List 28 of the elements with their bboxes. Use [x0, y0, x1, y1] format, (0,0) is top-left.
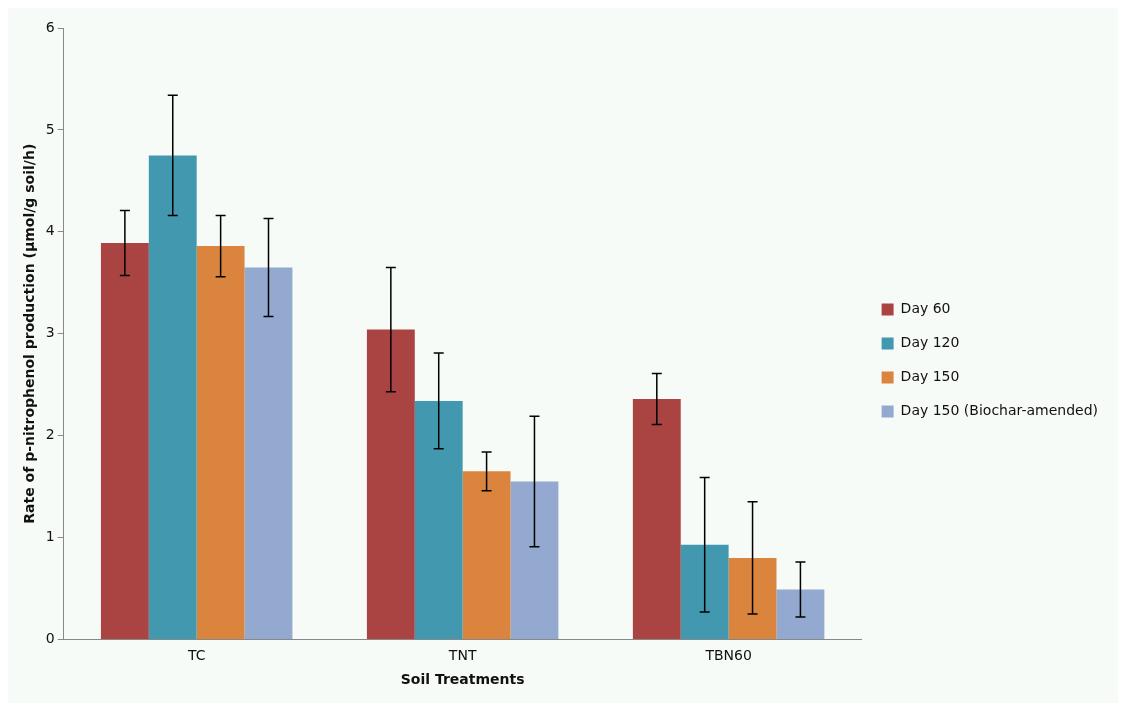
bar — [100, 243, 149, 639]
bar — [462, 471, 511, 639]
bar — [776, 589, 825, 639]
y-tick-label: 2 — [45, 426, 55, 443]
legend-label: Day 150 — [900, 368, 960, 385]
legend-label: Day 150 (Biochar-amended) — [900, 402, 1098, 419]
bar — [632, 398, 681, 639]
bar — [680, 544, 729, 639]
x-tick-label: TBN60 — [704, 647, 752, 664]
x-axis-title: Soil Treatments — [400, 671, 525, 688]
bar — [414, 400, 463, 639]
y-tick-label: 4 — [45, 222, 55, 239]
x-tick-label: TNT — [447, 647, 477, 664]
bar — [196, 246, 245, 639]
y-axis-title: Rate of p-nitrophenol production (μmol/g soil/h) — [21, 143, 38, 524]
legend-label: Day 60 — [900, 300, 951, 317]
legend-label: Day 120 — [900, 334, 960, 351]
y-tick-label: 5 — [45, 120, 55, 137]
y-tick-label: 3 — [45, 324, 55, 341]
y-tick-label: 1 — [45, 528, 55, 545]
y-tick-label: 0 — [45, 630, 55, 647]
bar — [244, 267, 293, 639]
x-tick-label: TC — [186, 647, 206, 664]
bar — [148, 155, 197, 639]
bar — [510, 481, 559, 639]
bar — [728, 557, 777, 639]
y-tick-label: 6 — [45, 18, 55, 35]
bar — [366, 329, 415, 639]
